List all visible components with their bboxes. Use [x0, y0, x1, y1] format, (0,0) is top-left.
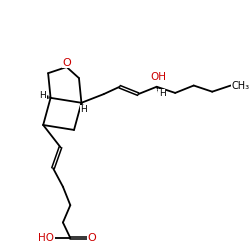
Text: CH₃: CH₃: [231, 80, 249, 90]
Text: O: O: [62, 58, 71, 68]
Text: H: H: [80, 105, 87, 114]
Text: HO: HO: [38, 233, 54, 243]
Text: OH: OH: [150, 72, 166, 83]
Text: H: H: [159, 89, 166, 98]
Text: O: O: [88, 233, 96, 243]
Text: H: H: [39, 92, 46, 100]
